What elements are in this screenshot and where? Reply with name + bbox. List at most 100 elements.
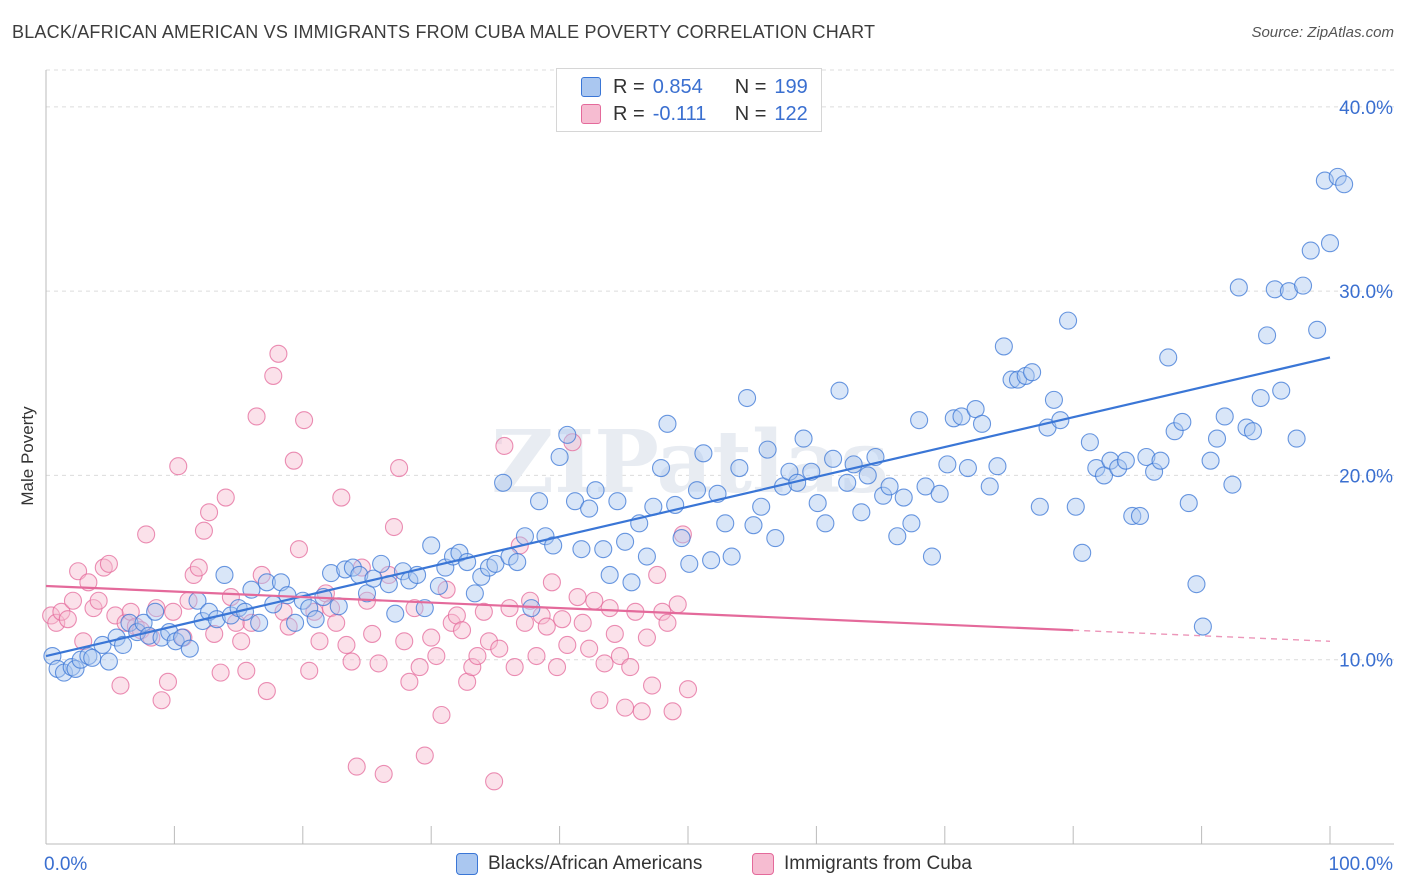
blacks-point — [916, 477, 935, 496]
blacks-point — [1145, 462, 1164, 481]
blacks-point — [1030, 497, 1049, 516]
blacks-point — [758, 440, 777, 459]
chart-title: BLACK/AFRICAN AMERICAN VS IMMIGRANTS FRO… — [12, 22, 876, 42]
blacks-point — [215, 565, 234, 584]
cuba-point — [485, 772, 504, 791]
cuba-point — [289, 540, 308, 559]
cuba-point — [505, 658, 524, 677]
cuba-point — [637, 628, 656, 647]
legend-r-label: R = — [613, 102, 645, 125]
cuba-point — [415, 746, 434, 765]
cuba-point — [400, 672, 419, 691]
cuba-point — [573, 613, 592, 632]
cuba-point — [363, 624, 382, 643]
cuba-point — [211, 663, 230, 682]
cuba-point — [537, 617, 556, 636]
cuba-point — [600, 599, 619, 618]
blacks-point — [372, 554, 391, 573]
blacks-point — [794, 429, 813, 448]
blacks-point — [1207, 429, 1227, 448]
cuba-point — [89, 591, 108, 610]
blacks-point — [1151, 451, 1170, 470]
cuba-point — [663, 702, 682, 721]
blacks-point — [1059, 311, 1078, 330]
cuba-point — [52, 602, 71, 621]
cuba-point — [558, 635, 577, 655]
x-tick-label: 0.0% — [44, 854, 87, 875]
blacks-point — [1173, 412, 1192, 432]
trend-lines — [45, 356, 1331, 658]
blacks-point — [738, 388, 757, 408]
blacks-point — [336, 560, 355, 579]
blacks-point — [752, 497, 771, 516]
cuba-point — [342, 652, 361, 671]
cuba-point — [247, 407, 266, 426]
cuba-point — [158, 672, 178, 691]
legend-row-blacks: R = 0.854 N = 199 — [581, 75, 808, 99]
blacks-point — [1187, 575, 1206, 594]
cuba-point — [327, 613, 346, 632]
cuba-point — [605, 624, 624, 643]
y-tick-label: 20.0% — [1339, 466, 1393, 487]
blacks-point — [66, 659, 85, 678]
blacks-point — [544, 536, 563, 555]
blacks-point — [508, 552, 527, 572]
cuba-point — [495, 436, 514, 455]
blacks-point — [1179, 494, 1198, 513]
blacks-point — [1265, 280, 1284, 299]
blacks-point — [930, 484, 949, 503]
cuba-point — [590, 691, 609, 710]
blacks-point — [1023, 363, 1042, 382]
blacks-point — [902, 514, 921, 533]
cuba-point — [369, 654, 388, 673]
blacks-point — [988, 457, 1007, 476]
cuba-point — [668, 595, 687, 614]
cuba-point — [621, 658, 640, 677]
blacks-point — [1165, 422, 1184, 441]
blacks-point — [1193, 617, 1212, 636]
blacks-point — [1223, 475, 1242, 494]
blacks-point — [465, 584, 484, 603]
blacks-point — [680, 554, 699, 573]
blacks-point — [651, 459, 671, 478]
source-label: Source: ZipAtlas.com — [1251, 24, 1394, 41]
series-blacks-african-americans — [43, 167, 1354, 682]
legend-r-value: -0.111 — [652, 102, 707, 125]
blacks-point — [824, 449, 843, 468]
cuba-point — [237, 661, 256, 680]
blacks-point — [894, 488, 913, 507]
blacks-point — [1301, 241, 1320, 260]
blacks-point — [415, 599, 434, 618]
blacks-point — [300, 599, 319, 618]
blacks-point — [658, 414, 677, 433]
blacks-point — [99, 652, 118, 671]
blacks-point — [687, 481, 707, 500]
blacks-point — [600, 565, 619, 584]
blacks-point — [1002, 370, 1021, 389]
cuba-point — [432, 705, 451, 725]
cuba-point — [69, 562, 88, 581]
blacks-point — [766, 529, 785, 548]
blacks-point — [422, 536, 441, 555]
grid-lines — [46, 69, 1394, 661]
blacks-point — [838, 473, 857, 492]
cuba-point — [374, 764, 393, 784]
blacks-point — [1137, 447, 1156, 467]
cuba-point — [580, 639, 599, 658]
cuba-point — [610, 646, 629, 666]
y-axis-title: Male Poverty — [18, 406, 37, 506]
cuba-point — [332, 488, 351, 507]
cuba-point — [295, 411, 314, 430]
cuba-point — [194, 521, 213, 540]
blacks-point — [494, 473, 513, 492]
blacks-point — [1080, 433, 1099, 452]
y-tick-label: 10.0% — [1339, 651, 1393, 672]
blacks-point — [386, 604, 405, 623]
blacks-point — [744, 516, 763, 535]
blacks-point — [622, 573, 641, 592]
blacks-point — [858, 466, 877, 485]
blacks-point — [1293, 276, 1313, 295]
cuba-point — [300, 661, 319, 680]
blacks-point — [958, 459, 977, 478]
y-tick-label: 30.0% — [1339, 282, 1393, 303]
